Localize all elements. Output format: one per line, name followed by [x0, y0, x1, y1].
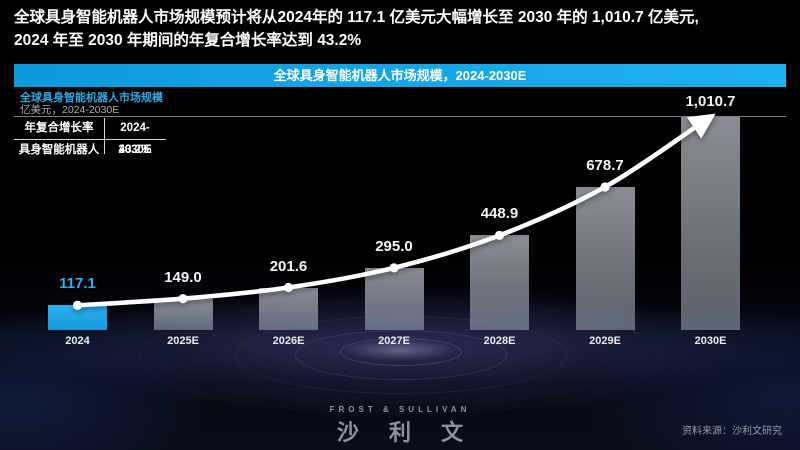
bar-2027E [364, 267, 424, 330]
x-axis-label-2028E: 2028E [483, 335, 516, 347]
bar-2026E [259, 287, 318, 330]
value-label-2030E: 1,010.7 [685, 93, 736, 110]
cagr-row-value: 43.2% [118, 144, 152, 156]
headline-text: 全球具身智能机器人市场规模预计将从2024年的 117.1 亿美元大幅增长至 2… [14, 6, 792, 52]
value-label-2026E: 201.6 [269, 257, 308, 275]
chart-banner: 全球具身智能机器人市场规模，2024-2030E [14, 64, 786, 87]
cagr-row-label: 具身智能机器人 [18, 144, 100, 156]
headline-line-2: 2024 年至 2030 年期间的年复合增长率达到 43.2% [14, 32, 362, 49]
cagr-table-data-row: 具身智能机器人 43.2% [14, 139, 166, 161]
cagr-table: 年复合增长率 2024-2030E 具身智能机器人 43.2% [14, 117, 166, 161]
x-axis-label-2026E: 2026E [272, 335, 305, 347]
logo-text-en: FROST & SULLIVAN [329, 405, 471, 414]
chart-unit-label: 亿美元，2024-2030E [20, 104, 120, 116]
cagr-table-vline [104, 118, 105, 154]
value-label-2029E: 678.7 [586, 156, 624, 174]
bar-2025E [153, 298, 213, 330]
source-note: 资料来源：沙利文研究 [682, 426, 782, 437]
x-axis-label-2025E: 2025E [167, 335, 199, 347]
x-axis-label-2024: 2024 [65, 335, 90, 347]
top-grid-line [14, 116, 786, 117]
frost-sullivan-logo: FROST & SULLIVAN 沙 利 文 [0, 405, 800, 447]
bar-2024 [48, 305, 107, 330]
logo-text-cn: 沙 利 文 [336, 420, 476, 445]
value-label-2027E: 295.0 [375, 237, 413, 255]
bar-2028E [470, 235, 529, 330]
x-axis-label-2027E: 2027E [378, 335, 410, 347]
bar-2030E [681, 117, 740, 330]
cagr-table-divider [14, 139, 166, 140]
chart-title: 全球具身智能机器人市场规模 [20, 92, 163, 104]
headline-line-1: 全球具身智能机器人市场规模预计将从2024年的 117.1 亿美元大幅增长至 2… [14, 9, 699, 26]
bar-2029E [575, 186, 635, 330]
x-axis-label-2029E: 2029E [589, 335, 621, 347]
cagr-header-period: 2024-2030E [118, 122, 152, 156]
value-label-2028E: 448.9 [480, 205, 519, 223]
cagr-header-metric: 年复合增长率 [24, 122, 94, 134]
x-axis-label-2030E: 2030E [694, 335, 727, 347]
cagr-table-header-row: 年复合增长率 2024-2030E [14, 117, 166, 156]
